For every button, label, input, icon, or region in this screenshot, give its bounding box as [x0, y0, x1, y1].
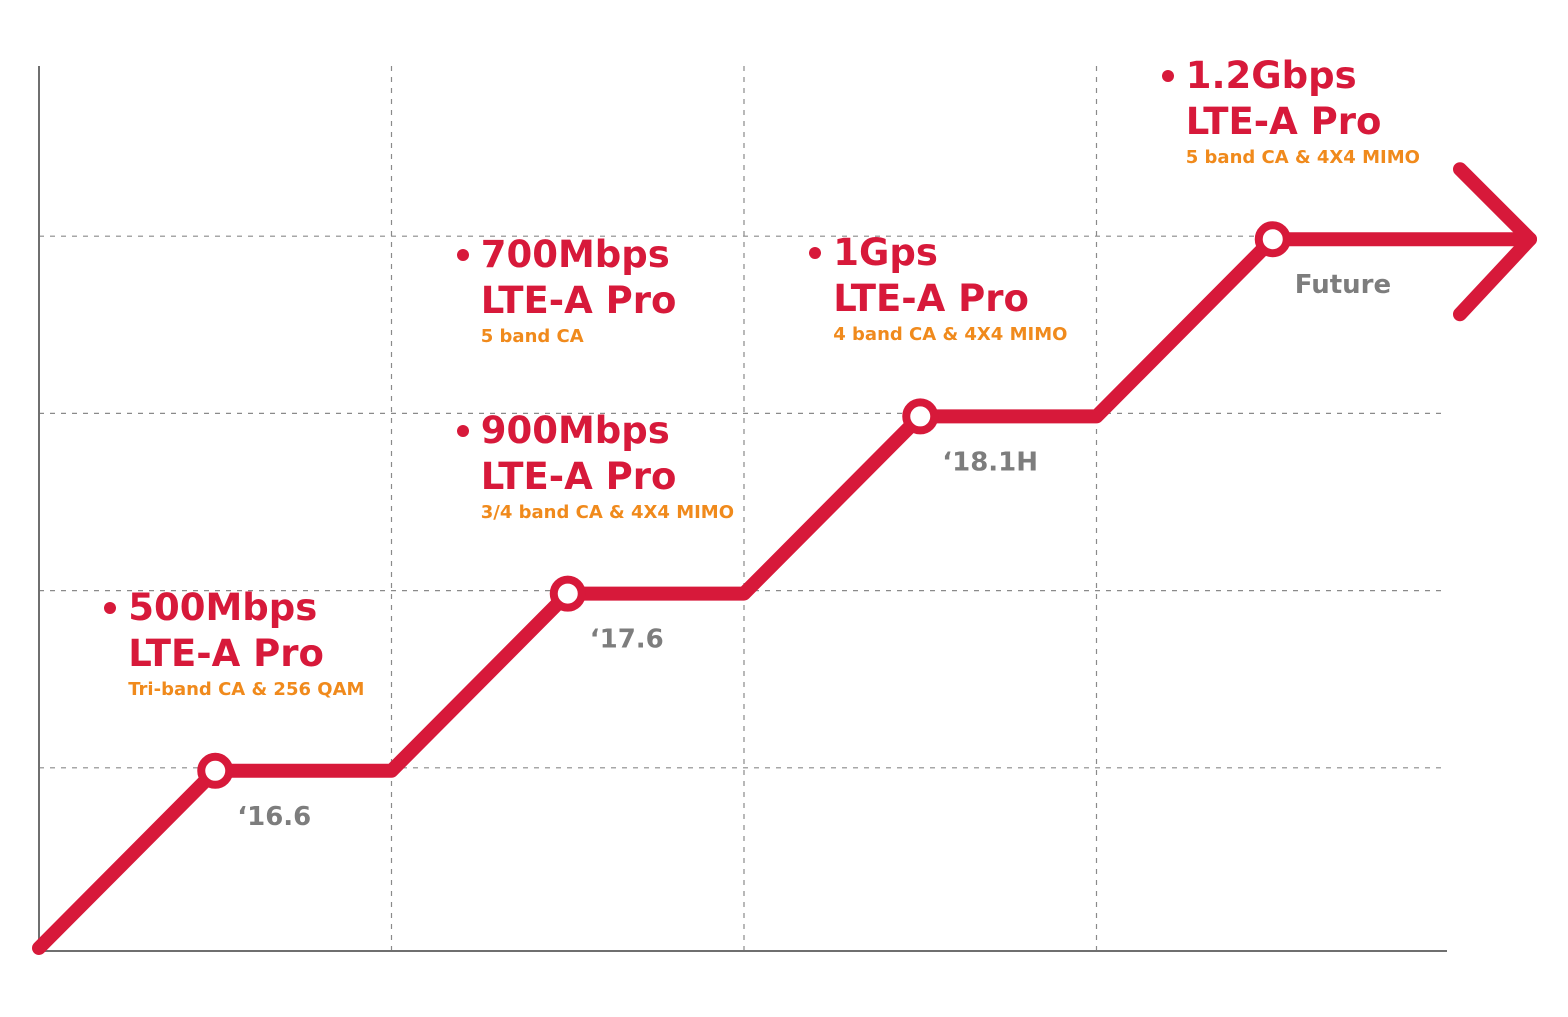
speed-progression-line: [32, 232, 1537, 955]
spec-description: Tri-band CA & 256 QAM: [128, 678, 365, 700]
technology-name: LTE-A Pro: [480, 454, 677, 498]
milestone-label: 1.2Gbps LTE-A Pro 5 band CA & 4X4 MIMO: [1161, 53, 1420, 171]
arrow-head-icon: [1453, 162, 1537, 322]
spec-description: 5 band CA: [480, 325, 584, 347]
bullet-icon: [456, 248, 469, 261]
speed-value: 700Mbps: [480, 232, 670, 276]
milestone-marker: [197, 752, 234, 789]
milestone-marker: [1254, 221, 1291, 258]
technology-name: LTE-A Pro: [1185, 100, 1382, 144]
speed-line: 900Mbps: [456, 408, 734, 454]
milestone-marker: [902, 398, 939, 435]
speed-line: 500Mbps: [104, 585, 364, 631]
milestone-label: 1Gps LTE-A Pro 4 band CA & 4X4 MIMO: [809, 230, 1067, 348]
spec-description: 5 band CA & 4X4 MIMO: [1185, 147, 1420, 169]
technology-name: LTE-A Pro: [480, 278, 677, 322]
speed-value: 1Gps: [833, 231, 938, 275]
speed-line: 1Gps: [809, 230, 1067, 276]
bullet-icon: [104, 601, 117, 614]
speed-line: 700Mbps: [456, 232, 677, 278]
milestone-label: 500Mbps LTE-A Pro Tri-band CA & 256 QAM: [104, 585, 364, 703]
bullet-icon: [809, 247, 822, 260]
milestone-date-label: Future: [1295, 270, 1391, 300]
milestone-date-label: ‘16.6: [237, 802, 311, 832]
speed-value: 500Mbps: [128, 585, 318, 629]
milestone-dates: ‘16.6 ‘17.6 ‘18.1H Future: [237, 270, 1391, 832]
spec-description: 4 band CA & 4X4 MIMO: [833, 324, 1068, 346]
bullet-icon: [1161, 70, 1174, 83]
milestone-date-label: ‘18.1H: [942, 447, 1038, 477]
technology-name: LTE-A Pro: [128, 631, 324, 675]
speed-value: 900Mbps: [480, 408, 670, 452]
milestone-label: 700Mbps LTE-A Pro 5 band CA: [456, 232, 677, 350]
technology-name: LTE-A Pro: [833, 277, 1029, 321]
speed-value: 1.2Gbps: [1185, 54, 1357, 98]
milestone-markers: [197, 221, 1291, 789]
milestone-marker: [549, 575, 586, 612]
milestone-date-label: ‘17.6: [590, 625, 664, 655]
milestone-label: 900Mbps LTE-A Pro 3/4 band CA & 4X4 MIMO: [456, 408, 735, 526]
spec-description: 3/4 band CA & 4X4 MIMO: [480, 501, 735, 523]
speed-line: 1.2Gbps: [1161, 53, 1420, 99]
bullet-icon: [456, 424, 469, 437]
